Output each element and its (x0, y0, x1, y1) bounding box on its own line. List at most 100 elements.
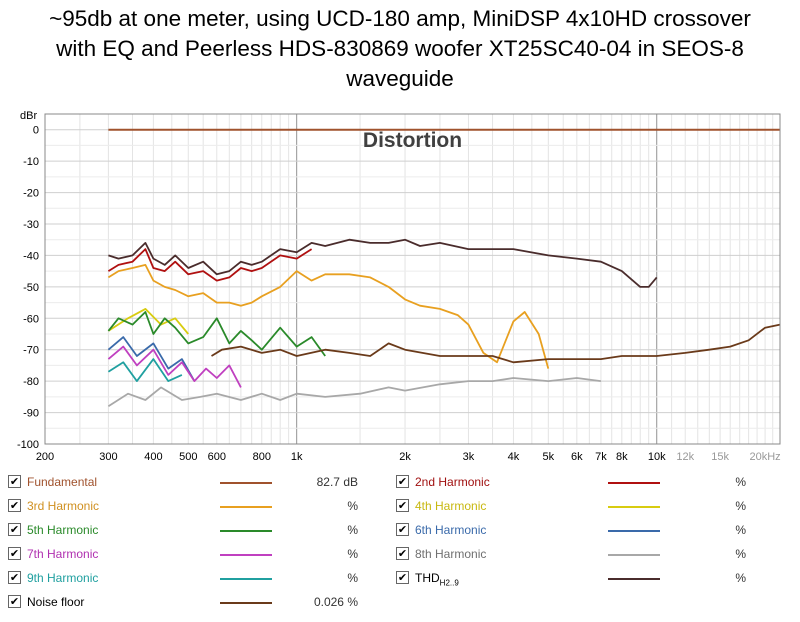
legend-label-4th-harmonic: 4th Harmonic (415, 499, 487, 513)
legend-checkbox-6th-harmonic[interactable]: ✔ (396, 523, 409, 536)
legend-checkbox-fundamental[interactable]: ✔ (8, 475, 21, 488)
legend-item-8th-harmonic: ✔ 8th Harmonic% (396, 544, 776, 564)
legend-label-3rd-harmonic: 3rd Harmonic (27, 499, 100, 513)
legend-label-2nd-harmonic: 2nd Harmonic (415, 475, 490, 489)
legend-swatch-5th-harmonic (220, 530, 272, 532)
legend-item-4th-harmonic: ✔ 4th Harmonic% (396, 496, 776, 516)
legend-value-4th-harmonic: % (735, 499, 746, 513)
legend-checkbox-noise-floor[interactable]: ✔ (8, 595, 21, 608)
chart-heading: Distortion (363, 129, 462, 152)
legend-item-9th-harmonic: ✔ 9th Harmonic% (8, 568, 388, 588)
legend-checkbox-4th-harmonic[interactable]: ✔ (396, 499, 409, 512)
chart-title-line-1: ~95db at one meter, using UCD-180 amp, M… (49, 6, 751, 31)
legend-swatch-9th-harmonic (220, 578, 272, 580)
y-tick-label: -80 (23, 376, 39, 388)
legend-label-7th-harmonic: 7th Harmonic (27, 547, 99, 561)
legend-checkbox-thd[interactable]: ✔ (396, 571, 409, 584)
legend-label-5th-harmonic: 5th Harmonic (27, 523, 99, 537)
series-5th-harmonic (107, 311, 326, 357)
x-tick-label: 8k (616, 451, 628, 463)
legend-swatch-7th-harmonic (220, 554, 272, 556)
x-tick-label: 15k (711, 451, 729, 463)
series-8th-harmonic (107, 377, 602, 408)
x-tick-label: 10k (648, 451, 666, 463)
x-tick-label: 200 (36, 451, 54, 463)
x-tick-label: 7k (595, 451, 607, 463)
x-tick-label: 4k (508, 451, 520, 463)
y-tick-label: -30 (23, 219, 39, 231)
legend: ✔ Fundamental 82.7 dB ✔ 2nd Harmonic% ✔ 3rd Ha… (0, 470, 800, 622)
y-axis-label: dBr (20, 110, 37, 122)
x-tick-label: 600 (208, 451, 226, 463)
y-tick-label: -100 (17, 439, 39, 451)
legend-swatch-4th-harmonic (608, 506, 660, 508)
legend-checkbox-9th-harmonic[interactable]: ✔ (8, 571, 21, 584)
legend-label-fundamental: Fundamental (27, 475, 98, 489)
legend-label-noise-floor: Noise floor (27, 595, 85, 609)
legend-item-3rd-harmonic: ✔ 3rd Harmonic% (8, 496, 388, 516)
legend-item-fundamental: ✔ Fundamental 82.7 dB (8, 472, 388, 492)
x-tick-label: 12k (676, 451, 694, 463)
legend-value-8th-harmonic: % (735, 547, 746, 561)
x-tick-label: 300 (99, 451, 117, 463)
legend-value-2nd-harmonic: % (735, 475, 746, 489)
y-tick-label: -20 (23, 188, 39, 200)
y-tick-label: -90 (23, 408, 39, 420)
legend-value-9th-harmonic: % (347, 571, 358, 585)
plot-frame (44, 113, 781, 445)
legend-swatch-6th-harmonic (608, 530, 660, 532)
x-tick-label: 800 (253, 451, 271, 463)
legend-swatch-3rd-harmonic (220, 506, 272, 508)
series-noise-floor (211, 323, 781, 364)
legend-checkbox-7th-harmonic[interactable]: ✔ (8, 547, 21, 560)
legend-label-8th-harmonic: 8th Harmonic (415, 547, 487, 561)
legend-item-noise-floor: ✔ Noise floor 0.026 % (8, 592, 388, 612)
x-tick-label: 500 (179, 451, 197, 463)
legend-item-5th-harmonic: ✔ 5th Harmonic% (8, 520, 388, 540)
legend-checkbox-2nd-harmonic[interactable]: ✔ (396, 475, 409, 488)
legend-value-5th-harmonic: % (347, 523, 358, 537)
series-thd (108, 238, 658, 288)
chart-title-line-3: waveguide (346, 66, 454, 91)
chart-title-line-2: with EQ and Peerless HDS-830869 woofer X… (56, 36, 744, 61)
legend-swatch-fundamental (220, 482, 272, 484)
legend-item-6th-harmonic: ✔ 6th Harmonic% (396, 520, 776, 540)
y-tick-label: -70 (23, 345, 39, 357)
legend-value-noise-floor: 0.026 % (313, 595, 358, 609)
legend-item-thd: ✔ THDH2..9% (396, 568, 776, 588)
legend-value-3rd-harmonic: % (347, 499, 358, 513)
y-tick-label: 0 (33, 125, 39, 137)
legend-swatch-2nd-harmonic (608, 482, 660, 484)
series-2nd-harmonic (107, 248, 313, 282)
legend-label-thd: THDH2..9 (415, 571, 459, 588)
x-tick-label: 1k (291, 451, 303, 463)
legend-value-thd: % (735, 571, 746, 585)
grid (44, 113, 781, 445)
legend-value-fundamental: 82.7 dB (316, 475, 358, 489)
legend-checkbox-8th-harmonic[interactable]: ✔ (396, 547, 409, 560)
y-tick-label: -40 (23, 250, 39, 262)
series-6th-harmonic (107, 336, 196, 382)
y-tick-label: -50 (23, 282, 39, 294)
series-3rd-harmonic (107, 263, 550, 369)
legend-checkbox-5th-harmonic[interactable]: ✔ (8, 523, 21, 536)
x-tick-label: 2k (399, 451, 411, 463)
x-tick-label: 5k (543, 451, 555, 463)
legend-swatch-8th-harmonic (608, 554, 660, 556)
legend-value-7th-harmonic: % (347, 547, 358, 561)
legend-item-7th-harmonic: ✔ 7th Harmonic% (8, 544, 388, 564)
x-tick-label: 400 (144, 451, 162, 463)
x-tick-label: 6k (571, 451, 583, 463)
chart-title-block: ~95db at one meter, using UCD-180 amp, M… (0, 4, 800, 94)
legend-label-6th-harmonic: 6th Harmonic (415, 523, 487, 537)
series-group (107, 128, 781, 408)
legend-checkbox-3rd-harmonic[interactable]: ✔ (8, 499, 21, 512)
legend-label-9th-harmonic: 9th Harmonic (27, 571, 99, 585)
series-9th-harmonic (107, 358, 183, 383)
x-tick-label: 20kHz (750, 451, 781, 463)
series-7th-harmonic (107, 345, 242, 388)
x-tick-label: 3k (463, 451, 475, 463)
y-tick-label: -60 (23, 313, 39, 325)
